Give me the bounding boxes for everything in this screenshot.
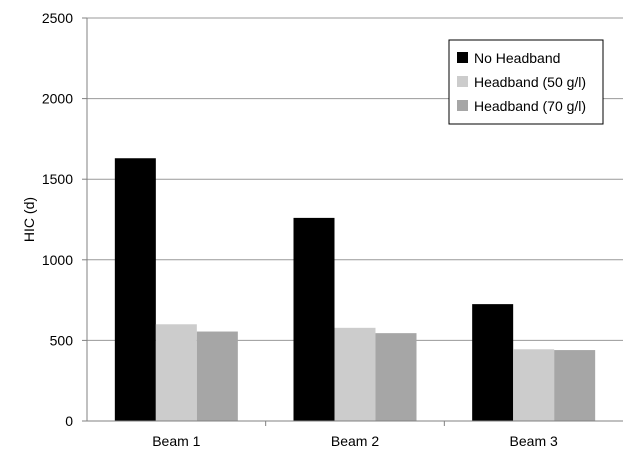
x-tick-labels: Beam 1 Beam 2 Beam 3 (152, 433, 558, 449)
legend-swatch (457, 76, 468, 87)
x-tick-label: Beam 2 (331, 433, 379, 449)
legend-label: No Headband (474, 50, 560, 66)
y-tick-label: 500 (50, 332, 74, 348)
axes (86, 18, 623, 422)
legend-swatch (457, 100, 468, 111)
bar (293, 217, 335, 421)
y-tick-labels: 0 500 1000 1500 2000 2500 (42, 10, 73, 429)
bar (196, 331, 238, 421)
x-tick-label: Beam 3 (510, 433, 558, 449)
x-tick-label: Beam 1 (152, 433, 200, 449)
bar (554, 350, 596, 421)
legend-box (448, 39, 604, 125)
y-tick-label: 1000 (42, 252, 73, 268)
bar (513, 349, 555, 421)
bar (375, 333, 417, 421)
legend-label: Headband (70 g/l) (474, 98, 586, 114)
bar (334, 327, 376, 421)
bar (472, 304, 514, 421)
legend-label: Headband (50 g/l) (474, 74, 586, 90)
y-tick-label: 0 (65, 413, 73, 429)
legend-swatch (457, 52, 468, 63)
bar (155, 324, 197, 421)
bar (114, 158, 156, 421)
bars (114, 158, 596, 421)
y-tick-label: 2500 (42, 10, 73, 26)
y-tick-label: 1500 (42, 171, 73, 187)
y-tick-label: 2000 (42, 91, 73, 107)
legend: No Headband Headband (50 g/l) Headband (70… (448, 39, 604, 125)
y-axis-title: HIC (d) (21, 197, 37, 242)
